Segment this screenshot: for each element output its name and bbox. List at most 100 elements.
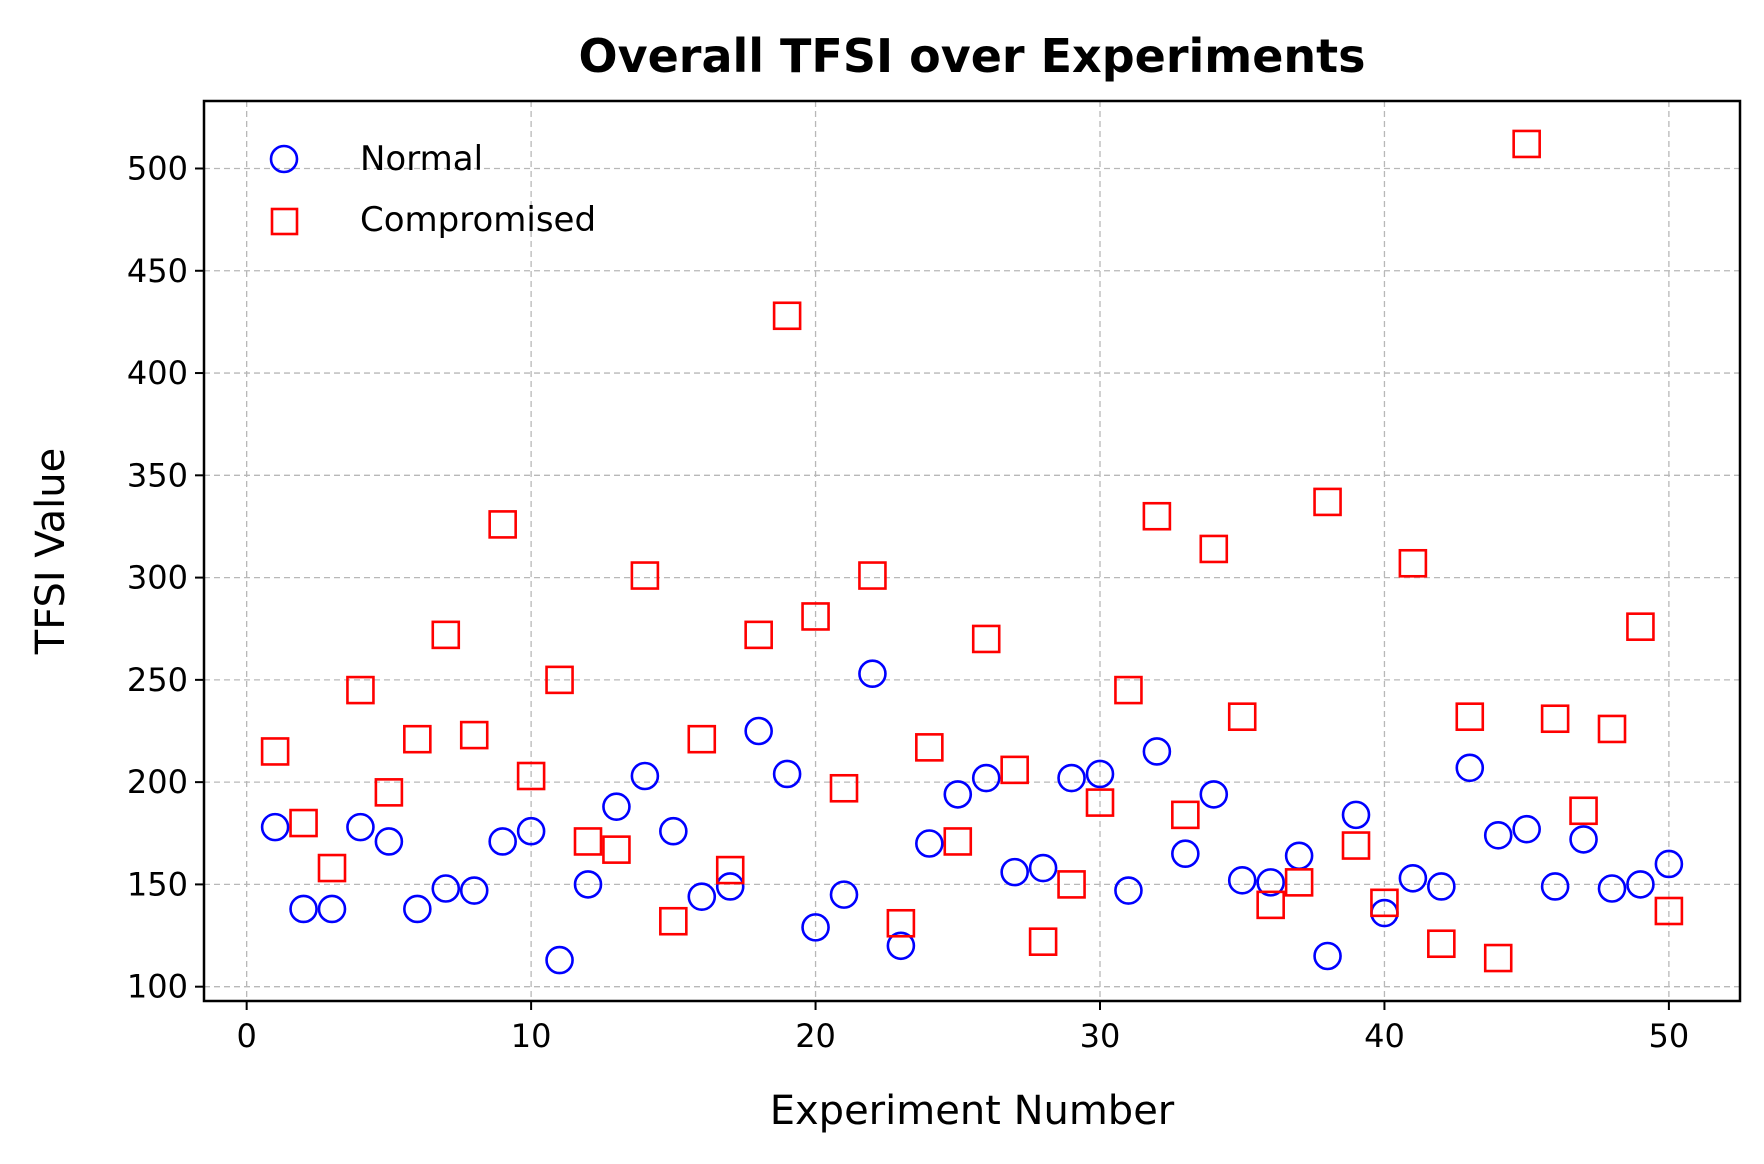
y-tick-label: 250 bbox=[127, 661, 188, 699]
normal-point bbox=[971, 763, 1001, 793]
y-tick-label: 350 bbox=[127, 456, 188, 494]
compromised-point bbox=[630, 561, 660, 590]
compromised-point bbox=[943, 827, 973, 856]
compromised-point bbox=[1427, 929, 1456, 959]
compromised-point bbox=[1313, 487, 1342, 517]
normal-point bbox=[573, 870, 603, 899]
normal-point bbox=[1199, 780, 1229, 809]
normal-point bbox=[1626, 870, 1655, 899]
normal-point bbox=[1512, 814, 1541, 844]
plot-frame bbox=[202, 99, 1742, 1003]
x-tick-label: 0 bbox=[236, 1017, 256, 1055]
compromised-point bbox=[1654, 896, 1684, 926]
axis-ticks: 0 10 20 30 40 50 100 150 200 250 300 350 400 450 500 bbox=[127, 150, 1689, 1056]
normal-point bbox=[858, 659, 887, 689]
compromised-point bbox=[971, 624, 1001, 654]
compromised-point bbox=[1455, 702, 1485, 731]
normal-point bbox=[1000, 857, 1029, 887]
compromised-point bbox=[459, 720, 489, 750]
compromised-point bbox=[829, 773, 859, 803]
normal-point bbox=[1569, 825, 1598, 854]
compromised-point bbox=[858, 561, 887, 590]
x-tick-label: 10 bbox=[511, 1017, 552, 1055]
compromised-point bbox=[1626, 612, 1655, 641]
normal-point bbox=[1398, 863, 1428, 893]
normal-point bbox=[801, 913, 830, 942]
y-tick-label: 400 bbox=[127, 354, 188, 392]
compromised-point bbox=[1057, 870, 1086, 899]
compromised-point bbox=[346, 675, 375, 705]
compromised-point bbox=[1540, 704, 1570, 734]
compromised-point bbox=[687, 724, 717, 754]
normal-point bbox=[1654, 849, 1684, 879]
x-tick-label: 50 bbox=[1649, 1017, 1690, 1055]
normal-point bbox=[630, 761, 660, 791]
compromised-point bbox=[1171, 800, 1200, 830]
normal-point bbox=[772, 759, 802, 789]
normal-point bbox=[260, 812, 290, 842]
normal-point bbox=[602, 792, 631, 821]
legend-normal-marker bbox=[269, 144, 299, 174]
normal-point bbox=[1483, 821, 1513, 850]
compromised-point bbox=[1569, 796, 1598, 826]
normal-point bbox=[431, 874, 461, 903]
normal-point bbox=[1085, 759, 1115, 789]
normal-point bbox=[1114, 876, 1143, 905]
compromised-point bbox=[602, 835, 631, 864]
normal-point bbox=[829, 880, 859, 909]
compromised-point bbox=[431, 620, 461, 650]
data-points bbox=[260, 129, 1684, 975]
normal-point bbox=[459, 876, 489, 905]
compromised-point bbox=[374, 778, 404, 807]
normal-point bbox=[1057, 763, 1086, 793]
normal-point bbox=[915, 829, 944, 858]
normal-point bbox=[403, 894, 432, 924]
compromised-point bbox=[1256, 890, 1285, 920]
compromised-point bbox=[1085, 788, 1115, 817]
compromised-point bbox=[801, 602, 830, 631]
normal-point bbox=[659, 816, 688, 846]
compromised-point bbox=[317, 853, 347, 883]
x-tick-label: 40 bbox=[1364, 1017, 1405, 1055]
normal-point bbox=[744, 716, 773, 746]
normal-point bbox=[943, 780, 973, 809]
normal-point bbox=[1028, 853, 1058, 883]
normal-point bbox=[545, 945, 574, 975]
legend-compromised-marker bbox=[270, 207, 299, 236]
compromised-point bbox=[659, 906, 688, 936]
normal-point bbox=[715, 872, 745, 901]
x-axis-label: Experiment Number bbox=[770, 1088, 1175, 1134]
compromised-point bbox=[545, 665, 574, 695]
compromised-point bbox=[289, 808, 318, 838]
y-tick-label: 300 bbox=[127, 559, 188, 597]
normal-point bbox=[488, 827, 517, 856]
compromised-point bbox=[1199, 534, 1229, 564]
series-compromised bbox=[260, 129, 1684, 973]
compromised-point bbox=[744, 620, 773, 650]
normal-point bbox=[289, 894, 318, 924]
normal-point bbox=[687, 882, 717, 911]
compromised-point bbox=[1000, 755, 1029, 785]
x-tick-label: 20 bbox=[795, 1017, 836, 1055]
compromised-point bbox=[1227, 702, 1257, 731]
normal-point bbox=[516, 816, 546, 846]
compromised-point bbox=[488, 510, 517, 539]
compromised-point bbox=[1370, 888, 1399, 918]
legend-normal-label: Normal bbox=[360, 139, 483, 179]
compromised-point bbox=[1398, 548, 1428, 578]
compromised-point bbox=[260, 737, 290, 766]
grid-lines bbox=[204, 101, 1740, 1001]
normal-point bbox=[1597, 874, 1627, 903]
normal-point bbox=[1171, 839, 1200, 869]
compromised-point bbox=[915, 733, 944, 762]
normal-point bbox=[1227, 866, 1257, 895]
normal-point bbox=[1341, 800, 1371, 830]
normal-point bbox=[1540, 872, 1570, 901]
compromised-point bbox=[1597, 714, 1627, 744]
compromised-point bbox=[1483, 943, 1513, 973]
normal-point bbox=[1142, 737, 1172, 766]
y-tick-label: 200 bbox=[127, 763, 188, 801]
